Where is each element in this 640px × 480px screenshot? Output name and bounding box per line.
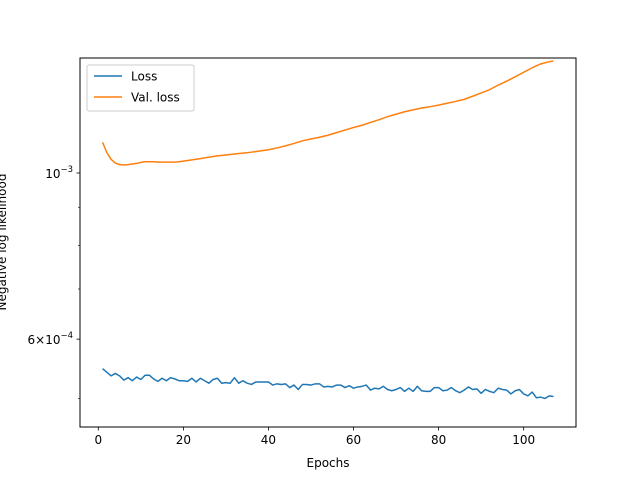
x-tick-label: 0 xyxy=(94,433,102,447)
plot-frame xyxy=(79,57,577,428)
series-line-val-loss xyxy=(101,60,554,166)
y-tick-label: 10−3 xyxy=(45,165,73,181)
legend-val-loss-label: Val. loss xyxy=(131,91,180,105)
x-tick-label: 20 xyxy=(176,433,191,447)
y-tick-label: 6×10−4 xyxy=(28,331,74,347)
x-tick-label: 100 xyxy=(512,433,535,447)
x-tick-label: 60 xyxy=(346,433,361,447)
legend: Loss Val. loss xyxy=(86,64,195,112)
series-layer xyxy=(101,60,554,400)
x-axis-label: Epochs xyxy=(307,456,350,470)
x-tick-label: 80 xyxy=(431,433,446,447)
y-axis-label: Negative log likelihood xyxy=(0,174,9,311)
series-line-loss xyxy=(102,368,554,400)
x-tick-label: 40 xyxy=(261,433,276,447)
tick-layer: 0 20 40 60 80 100 10−3 6×10−4 xyxy=(28,165,536,447)
legend-loss-label: Loss xyxy=(131,70,157,84)
